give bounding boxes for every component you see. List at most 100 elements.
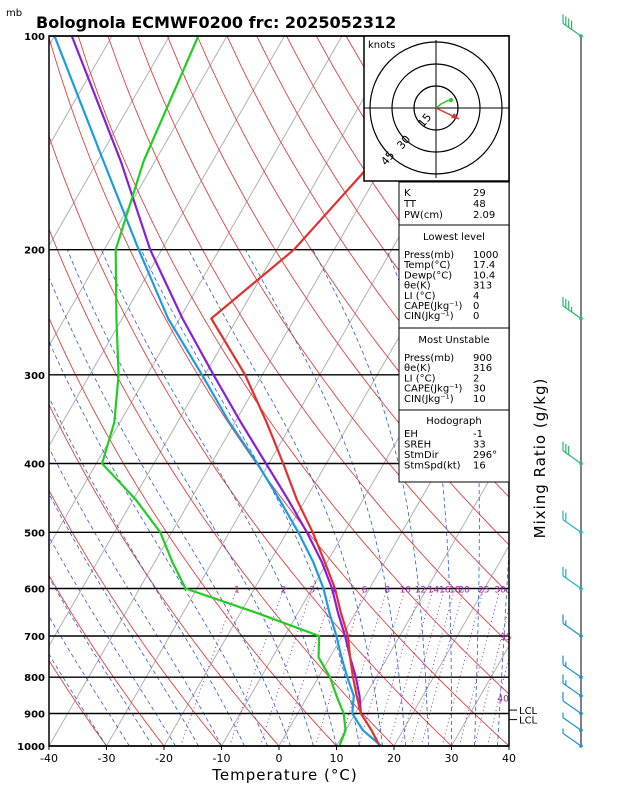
- mixing-ratio-label: 3: [309, 586, 315, 596]
- mixing-ratio-axis-label: Mixing Ratio (g/kg): [531, 378, 549, 539]
- mixing-ratio-label: 14: [428, 586, 440, 596]
- mixing-ratio-label: 1: [234, 586, 240, 596]
- index-value: 17.4: [473, 260, 495, 271]
- dry-adiabat-line: [166, 36, 509, 546]
- moist-adiabat-line: [49, 340, 268, 746]
- index-value: 1000: [473, 250, 498, 261]
- index-value: 0: [473, 301, 479, 312]
- hodograph-inset: knots 15 30 45: [363, 35, 510, 182]
- chart-title: Bolognola ECMWF0200 frc: 2025052312: [36, 13, 396, 32]
- wind-barb-shaft: [562, 682, 582, 697]
- dry-adiabat-line: [226, 36, 509, 451]
- mixing-ratio-line: [282, 588, 334, 746]
- index-label: CAPE(Jkg⁻¹): [404, 384, 462, 395]
- hodograph-ring-30: [391, 63, 481, 153]
- wind-barb-station: [579, 461, 583, 466]
- mixing-ratio-label: 20: [458, 586, 470, 596]
- index-label: Dewp(°C): [404, 270, 452, 281]
- index-label: CIN(Jkg⁻¹): [404, 394, 454, 405]
- dry-adiabat-line: [107, 36, 509, 644]
- mixing-ratio-label: 2: [281, 586, 287, 596]
- index-label: LI (°C): [404, 373, 436, 384]
- index-label: Temp(°C): [403, 260, 451, 271]
- wind-barb-shaft: [562, 450, 582, 464]
- mixing-ratio-label: 35: [500, 633, 511, 643]
- mixing-ratio-line: [259, 588, 313, 746]
- wind-barb-station: [579, 34, 583, 38]
- indices-frame: [398, 181, 510, 483]
- index-label: EH: [404, 429, 418, 440]
- wind-barbs: [562, 14, 583, 748]
- temperature-tick-label: -10: [213, 752, 231, 765]
- lcl-label: LCL: [519, 706, 538, 717]
- moist-adiabat-line: [49, 653, 107, 746]
- wind-barb-shaft: [562, 575, 582, 589]
- temperature-tick-label: 30: [445, 752, 459, 765]
- wind-barb-station: [579, 634, 583, 638]
- dewpoint-profile: [101, 36, 347, 746]
- isotherm-line: [508, 744, 509, 746]
- hodograph-ring-45: [369, 41, 503, 175]
- moist-adiabat-line: [49, 446, 222, 746]
- temperature-tick-label: 0: [276, 752, 283, 765]
- dry-adiabat-line: [49, 574, 165, 746]
- index-label: Press(mb): [404, 250, 454, 261]
- index-value: 16: [473, 461, 486, 472]
- index-label: Press(mb): [404, 353, 454, 364]
- wind-barb-station: [579, 675, 583, 679]
- temperature-profile: [210, 36, 458, 746]
- index-value: 296°: [473, 450, 497, 461]
- lowest-level-title: Lowest level: [423, 232, 485, 243]
- index-value: 10: [473, 394, 486, 405]
- wind-barb-station: [579, 711, 583, 716]
- index-label: K: [404, 188, 411, 199]
- dry-adiabat-line: [196, 36, 509, 498]
- moist-adiabat-line: [245, 249, 406, 746]
- pressure-tick-label: 900: [24, 710, 45, 721]
- unit-mb: mb: [6, 8, 22, 19]
- index-value: 313: [473, 281, 492, 292]
- index-label: θe(K): [404, 281, 431, 292]
- dry-adiabat-line: [49, 36, 509, 746]
- hodograph-trace: [435, 99, 452, 109]
- temperature-tick-label: -20: [155, 752, 173, 765]
- x-axis-label: Temperature (°C): [211, 766, 357, 784]
- temperature-tick-label: 10: [330, 752, 344, 765]
- index-value: 4: [473, 291, 479, 302]
- temperature-tick-label: -40: [40, 752, 58, 765]
- mixing-ratio-label: 4: [331, 586, 337, 596]
- wind-barb-shaft: [562, 717, 582, 731]
- mixing-ratio-label: 40: [497, 695, 509, 705]
- pressure-tick-label: 100: [24, 32, 45, 43]
- index-label: CIN(Jkg⁻¹): [404, 311, 454, 322]
- index-value: 29: [473, 188, 486, 199]
- index-label: PW(cm): [404, 210, 443, 221]
- dry-adiabat-line: [494, 36, 509, 57]
- pressure-tick-label: 600: [24, 585, 45, 596]
- isotherm-line: [49, 36, 228, 347]
- index-label: StmDir: [404, 450, 439, 461]
- storm-motion-arrowhead: [451, 113, 459, 119]
- wind-barb-shaft: [562, 732, 582, 747]
- lcl-label: LCL: [519, 716, 538, 727]
- virtual-parcel-profile: [53, 36, 383, 746]
- index-value: -1: [473, 429, 483, 440]
- index-value: 316: [473, 363, 492, 374]
- mixing-ratio-label: 6: [362, 586, 368, 596]
- mixing-ratio-label: 18: [449, 586, 461, 596]
- pressure-tick-labels: 100 200 300 400 500 600 700 800 900 1000: [17, 32, 45, 753]
- dry-adiabat-line: [137, 36, 509, 595]
- moist-adiabat-line: [100, 249, 337, 746]
- moist-adiabat-line: [49, 276, 291, 746]
- wind-barb-shaft: [562, 622, 582, 637]
- index-label: LI (°C): [404, 291, 436, 302]
- index-label: SREH: [404, 440, 431, 451]
- index-label: StmSpd(kt): [404, 461, 461, 472]
- index-value: 30: [473, 384, 486, 395]
- wind-barb-station: [579, 744, 583, 748]
- mixing-ratio-line: [474, 606, 509, 746]
- mixing-ratio-line: [400, 588, 446, 746]
- wind-barb-shaft: [562, 305, 582, 319]
